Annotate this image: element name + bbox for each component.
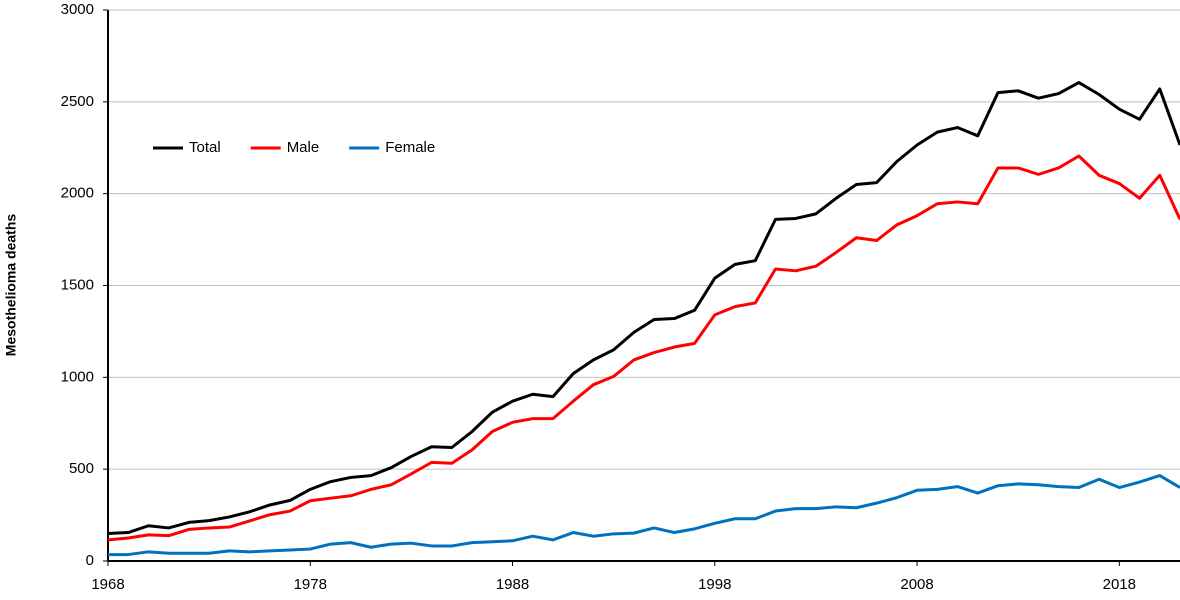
y-axis-title: Mesothelioma deaths (3, 214, 19, 357)
series-line (107, 81, 1180, 535)
x-tick-label: 2008 (900, 576, 933, 593)
x-tick-label: 2018 (1103, 576, 1136, 593)
legend-label: Female (385, 139, 435, 156)
series-line (107, 154, 1180, 542)
x-tick-label: 1978 (294, 576, 327, 593)
y-tick-label: 2000 (61, 185, 94, 202)
x-tick-label: 1968 (91, 576, 124, 593)
y-tick-label: 2500 (61, 93, 94, 110)
y-tick-label: 1000 (61, 368, 94, 385)
legend-label: Total (189, 139, 221, 156)
x-tick-label: 1988 (496, 576, 529, 593)
y-tick-label: 500 (69, 460, 94, 477)
y-tick-label: 3000 (61, 1, 94, 18)
y-tick-label: 0 (86, 552, 94, 569)
x-tick-label: 1998 (698, 576, 731, 593)
series-line (108, 474, 1180, 557)
y-tick-label: 1500 (61, 276, 94, 293)
legend-label: Male (287, 139, 320, 156)
